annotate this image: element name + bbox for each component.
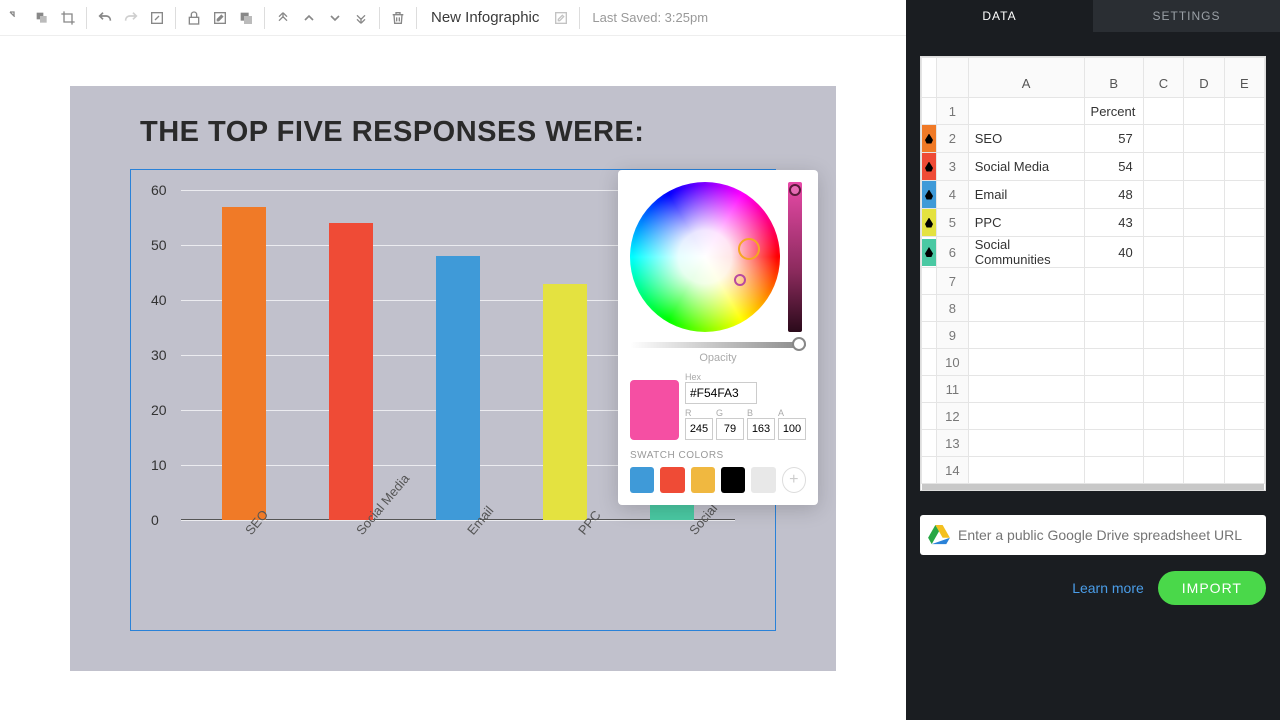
r-input[interactable] <box>685 418 713 440</box>
col-head[interactable]: E <box>1224 58 1264 98</box>
opacity-label: Opacity <box>630 352 806 364</box>
swatch-colors-label: SWATCH COLORS <box>630 450 806 461</box>
swatch[interactable] <box>691 467 715 493</box>
toolbar: New Infographic Last Saved: 3:25pm <box>0 0 906 36</box>
cell[interactable]: 43 <box>1084 209 1143 237</box>
gdrive-url-input[interactable] <box>958 527 1258 543</box>
swatch[interactable] <box>630 467 654 493</box>
cell[interactable]: PPC <box>968 209 1084 237</box>
cell[interactable]: 48 <box>1084 181 1143 209</box>
send-back-icon[interactable] <box>349 6 373 30</box>
crop-icon[interactable] <box>56 6 80 30</box>
tab-settings[interactable]: SETTINGS <box>1093 0 1280 32</box>
undo-stack-icon[interactable] <box>4 6 28 30</box>
g-input[interactable] <box>716 418 744 440</box>
col-head[interactable]: A <box>968 58 1084 98</box>
send-backward-icon[interactable] <box>323 6 347 30</box>
add-swatch-button[interactable]: + <box>782 467 806 493</box>
col-head[interactable]: D <box>1184 58 1224 98</box>
color-wheel[interactable] <box>630 182 780 332</box>
value-slider-handle[interactable] <box>789 184 801 196</box>
bring-forward-icon[interactable] <box>297 6 321 30</box>
cell[interactable]: Email <box>968 181 1084 209</box>
document-title[interactable]: New Infographic <box>431 9 539 26</box>
layers-icon[interactable] <box>30 6 54 30</box>
color-wheel-handle[interactable] <box>738 238 760 260</box>
bar-seo[interactable] <box>222 207 266 521</box>
y-tick: 10 <box>151 457 167 473</box>
rename-icon[interactable] <box>549 6 573 30</box>
cell[interactable]: 57 <box>1084 125 1143 153</box>
swatch[interactable] <box>660 467 684 493</box>
y-tick: 30 <box>151 347 167 363</box>
sheet-hscroll[interactable] <box>922 484 1264 490</box>
cell[interactable] <box>1224 98 1264 125</box>
opacity-slider-handle[interactable] <box>792 337 806 351</box>
cell[interactable]: Social Media <box>968 153 1084 181</box>
undo-icon[interactable] <box>93 6 117 30</box>
cell[interactable] <box>1184 98 1224 125</box>
cell[interactable] <box>968 98 1084 125</box>
b-input[interactable] <box>747 418 775 440</box>
hex-label: Hex <box>685 372 806 382</box>
color-picker-popover: Opacity Hex R G B A SWATCH COLORS + <box>618 170 818 505</box>
a-input[interactable] <box>778 418 806 440</box>
y-tick: 60 <box>151 182 167 198</box>
y-tick: 50 <box>151 237 167 253</box>
lock-icon[interactable] <box>182 6 206 30</box>
copy-icon[interactable] <box>234 6 258 30</box>
hex-input[interactable] <box>685 382 757 404</box>
last-saved-label: Last Saved: 3:25pm <box>592 10 708 25</box>
row-color-chip[interactable] <box>922 153 936 180</box>
bar-social-media[interactable] <box>329 223 373 520</box>
row-color-chip[interactable] <box>922 239 936 266</box>
import-button[interactable]: IMPORT <box>1158 571 1266 605</box>
current-color-swatch <box>630 380 679 440</box>
y-tick: 40 <box>151 292 167 308</box>
edit-icon[interactable] <box>208 6 232 30</box>
bar-email[interactable] <box>436 256 480 520</box>
right-panel: DATA SETTINGS ABCDE1Percent2SEO573Social… <box>906 0 1280 720</box>
swatch[interactable] <box>721 467 745 493</box>
swatch[interactable] <box>751 467 775 493</box>
learn-more-link[interactable]: Learn more <box>1072 580 1144 596</box>
chart-title[interactable]: THE TOP FIVE RESPONSES WERE: <box>70 116 836 169</box>
cell[interactable]: Social Communities <box>968 237 1084 268</box>
col-head[interactable]: C <box>1143 58 1183 98</box>
value-slider[interactable] <box>788 182 802 332</box>
cell[interactable]: 40 <box>1084 237 1143 268</box>
google-drive-icon <box>928 525 950 545</box>
bring-front-icon[interactable] <box>271 6 295 30</box>
redo-icon[interactable] <box>119 6 143 30</box>
y-tick: 0 <box>151 512 159 528</box>
row-color-chip[interactable] <box>922 209 936 236</box>
resize-icon[interactable] <box>145 6 169 30</box>
row-color-chip[interactable] <box>922 181 936 208</box>
bar-ppc[interactable] <box>543 284 587 521</box>
row-color-chip[interactable] <box>922 125 936 152</box>
cell[interactable] <box>1143 98 1183 125</box>
tab-data[interactable]: DATA <box>906 0 1093 32</box>
color-wheel-handle-2[interactable] <box>734 274 746 286</box>
data-sheet[interactable]: ABCDE1Percent2SEO573Social Media544Email… <box>920 56 1266 491</box>
gdrive-url-field[interactable] <box>920 515 1266 555</box>
cell[interactable]: Percent <box>1084 98 1143 125</box>
cell[interactable]: SEO <box>968 125 1084 153</box>
cell[interactable]: 54 <box>1084 153 1143 181</box>
y-tick: 20 <box>151 402 167 418</box>
col-head[interactable]: B <box>1084 58 1143 98</box>
opacity-slider[interactable] <box>630 342 806 348</box>
delete-icon[interactable] <box>386 6 410 30</box>
